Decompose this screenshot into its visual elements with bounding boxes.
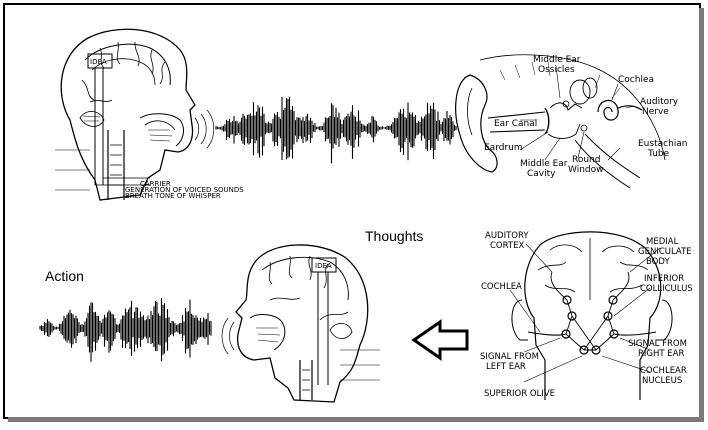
label-cochlea-brain: COCHLEA	[481, 282, 522, 292]
top-head-note-3: BREATH TONE OF WHISPER	[125, 192, 221, 200]
speaker-head-illustration	[55, 29, 214, 200]
label-cochlear-nucleus-2: NUCLEUS	[642, 376, 682, 386]
flow-arrow-left-icon	[414, 322, 467, 358]
speech-waveform-top	[216, 97, 456, 163]
label-round-window-1: Round	[572, 155, 600, 165]
label-middle-ear-cavity-1: Middle Ear	[520, 159, 568, 169]
label-middle-ear-cavity-2: Cavity	[527, 169, 556, 179]
label-signal-left-2: LEFT EAR	[486, 362, 526, 372]
label-medial-geniculate-1: MEDIAL	[646, 237, 679, 247]
label-ear-canal: Ear Canal	[494, 119, 537, 129]
label-inferior-colliculus-1: INFERIOR	[644, 274, 684, 284]
label-eardrum: Eardrum	[484, 143, 523, 153]
label-eustachian-tube-1: Eustachian	[638, 139, 688, 149]
action-label: Action	[45, 268, 84, 284]
top-head-box-label: IDEA	[90, 58, 107, 66]
label-superior-olive: SUPERIOR OLIVE	[484, 389, 555, 399]
label-inferior-colliculus-2: COLLICULUS	[640, 284, 693, 294]
label-medial-geniculate-2: GENICULATE	[638, 247, 692, 257]
label-auditory-nerve-1: Auditory	[640, 97, 679, 107]
label-signal-right-1: SIGNAL FROM	[628, 339, 687, 349]
label-cochlear-nucleus-1: COCHLEAR	[640, 366, 687, 376]
bottom-head-box-label: IDEA	[315, 262, 332, 270]
speech-waveform-bottom	[40, 298, 211, 362]
label-middle-ear-ossicles-2: Ossicles	[538, 65, 575, 75]
label-middle-ear-ossicles-1: Middle Ear	[533, 55, 581, 65]
label-round-window-2: Window	[568, 165, 604, 175]
label-cochlea: Cochlea	[618, 75, 654, 85]
listener-head-illustration	[222, 245, 380, 402]
label-auditory-cortex-1: AUDITORY	[485, 231, 529, 241]
label-medial-geniculate-3: BODY	[646, 257, 670, 267]
label-auditory-nerve-2: Nerve	[642, 107, 669, 117]
thoughts-label: Thoughts	[365, 228, 423, 244]
label-eustachian-tube-2: Tube	[647, 149, 670, 159]
label-signal-right-2: RIGHT EAR	[638, 349, 684, 359]
label-signal-left-1: SIGNAL FROM	[480, 352, 539, 362]
label-auditory-cortex-2: CORTEX	[490, 241, 524, 251]
